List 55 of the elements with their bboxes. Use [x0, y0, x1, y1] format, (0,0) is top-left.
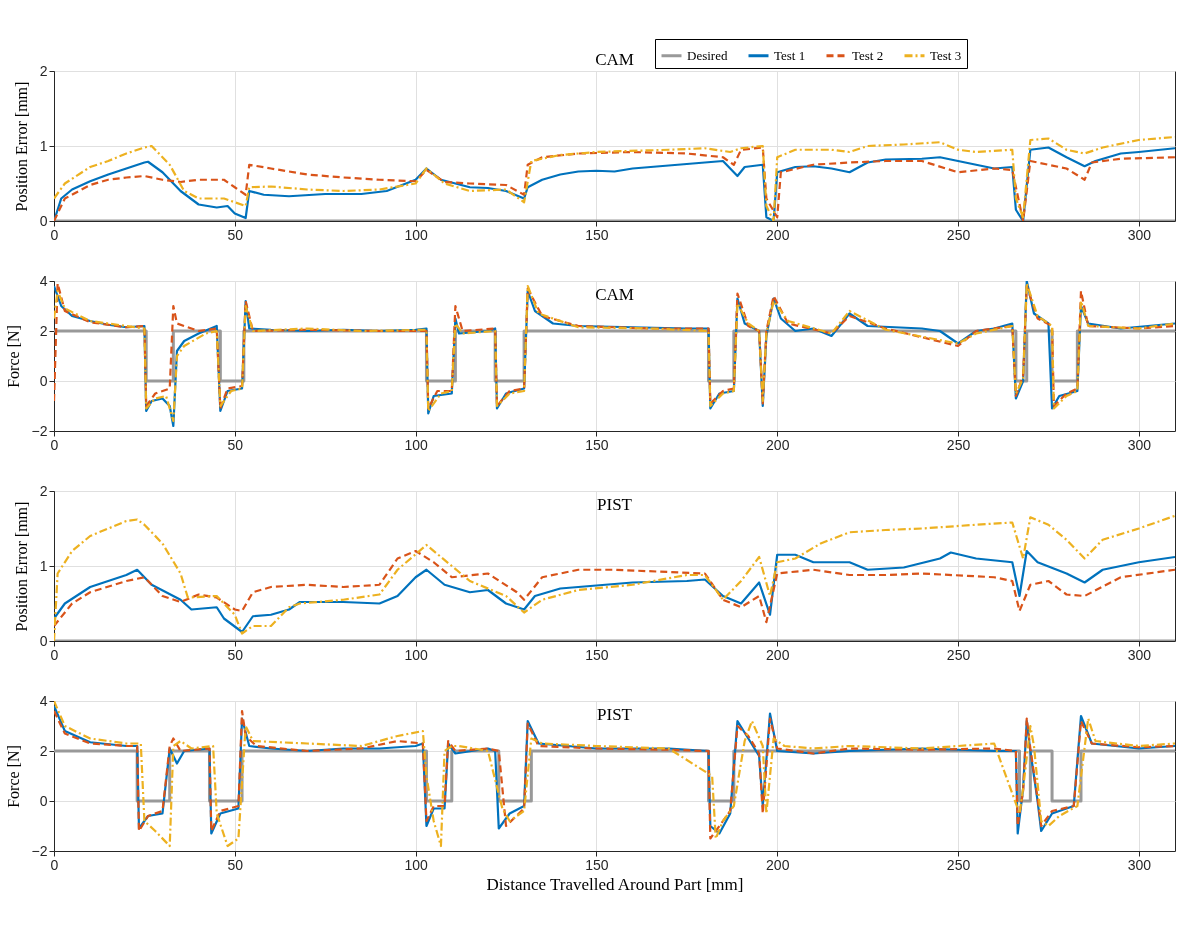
- y-tick-label: −2: [31, 422, 48, 439]
- x-tick-label: 0: [50, 436, 59, 453]
- legend-label: Desired: [687, 47, 728, 63]
- x-tick-label: 0: [50, 856, 59, 873]
- x-tick-label: 150: [585, 226, 609, 243]
- x-tick-label: 0: [50, 646, 59, 663]
- y-axis-title: Force [N]: [4, 745, 22, 808]
- x-tick-label: 50: [227, 226, 244, 243]
- x-tick-label: 300: [1127, 646, 1152, 663]
- x-tick-label: 0: [50, 226, 59, 243]
- y-tick-label: 0: [39, 212, 48, 229]
- x-tick-label: 300: [1127, 856, 1152, 873]
- x-tick-label: 50: [227, 646, 244, 663]
- legend-label: Test 1: [774, 47, 806, 63]
- y-tick-label: 0: [39, 792, 48, 809]
- y-tick-label: 2: [39, 482, 48, 499]
- x-tick-label: 150: [585, 856, 609, 873]
- y-axis-title: Position Error [mm]: [12, 81, 30, 212]
- x-tick-label: 50: [227, 436, 244, 453]
- chart-title: CAM: [595, 285, 634, 304]
- y-axis-title: Position Error [mm]: [12, 501, 30, 632]
- y-tick-label: 0: [39, 372, 48, 389]
- x-tick-label: 100: [404, 856, 429, 873]
- y-tick-label: 1: [39, 137, 48, 154]
- x-tick-label: 100: [404, 226, 429, 243]
- x-tick-label: 200: [766, 436, 790, 453]
- x-tick-label: 250: [946, 856, 971, 873]
- x-tick-label: 200: [766, 226, 790, 243]
- y-tick-label: −2: [31, 842, 48, 859]
- x-tick-label: 200: [766, 646, 790, 663]
- y-tick-label: 1: [39, 557, 48, 574]
- x-tick-label: 150: [585, 646, 609, 663]
- y-tick-label: 2: [39, 322, 48, 339]
- x-tick-label: 50: [227, 856, 244, 873]
- legend-label: Test 3: [930, 47, 962, 63]
- x-tick-label: 250: [946, 226, 971, 243]
- y-tick-label: 4: [39, 272, 48, 289]
- x-tick-label: 150: [585, 436, 609, 453]
- x-tick-label: 100: [404, 436, 429, 453]
- y-axis-title: Force [N]: [4, 325, 22, 388]
- x-tick-label: 300: [1127, 226, 1152, 243]
- y-tick-label: 2: [39, 62, 48, 79]
- chart-title: CAM: [595, 49, 634, 69]
- x-tick-label: 200: [766, 856, 790, 873]
- y-tick-label: 0: [39, 632, 48, 649]
- x-tick-label: 300: [1127, 436, 1152, 453]
- x-axis-title: Distance Travelled Around Part [mm]: [486, 874, 744, 894]
- legend-label: Test 2: [852, 47, 884, 63]
- y-tick-label: 4: [39, 692, 48, 709]
- x-tick-label: 250: [946, 436, 971, 453]
- y-tick-label: 2: [39, 742, 48, 759]
- x-tick-label: 250: [946, 646, 971, 663]
- chart-title: PIST: [597, 705, 633, 724]
- x-tick-label: 100: [404, 646, 429, 663]
- chart-title: PIST: [597, 495, 633, 514]
